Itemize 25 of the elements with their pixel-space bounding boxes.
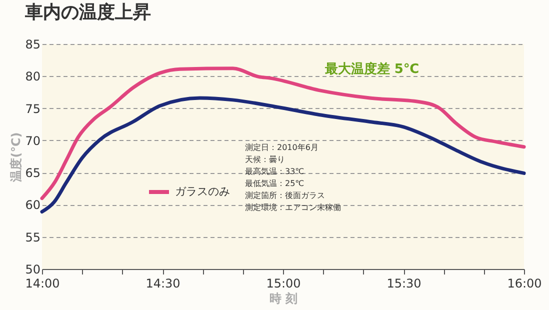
x-tick-label: 14:30 (146, 276, 180, 290)
x-axis-title: 時 刻 (269, 292, 298, 306)
y-tick-label: 60 (25, 198, 40, 212)
legend-label: ガラスのみ (175, 185, 230, 198)
x-tick-label: 15:30 (386, 276, 422, 290)
x-tick-label: 15:00 (266, 276, 301, 290)
annotation: 最大温度差 5℃ (324, 61, 420, 77)
chart-title: 車内の温度上昇 (24, 2, 151, 23)
y-tick-label: 75 (25, 102, 40, 116)
annotation: 測定環境：エアコン未稼働 (245, 203, 341, 212)
annotation: 天候：曇り (245, 155, 285, 164)
y-axis-title: 温度(℃) (9, 132, 24, 183)
x-tick-label: 16:00 (507, 276, 542, 290)
y-tick-label: 85 (25, 38, 40, 52)
y-tick-label: 70 (25, 134, 40, 148)
annotation: 測定日：2010年6月 (245, 143, 318, 152)
annotation: 最低気温：25℃ (245, 179, 304, 188)
y-tick-label: 55 (25, 230, 40, 244)
y-tick-label: 80 (25, 70, 40, 84)
x-tick-label: 14:00 (25, 276, 60, 290)
y-tick-label: 50 (25, 262, 40, 276)
line-series (40, 96, 526, 214)
annotation: 最高気温：33℃ (245, 167, 304, 176)
annotation: 測定箇所：後面ガラス (245, 191, 325, 200)
y-tick-label: 65 (25, 166, 40, 180)
